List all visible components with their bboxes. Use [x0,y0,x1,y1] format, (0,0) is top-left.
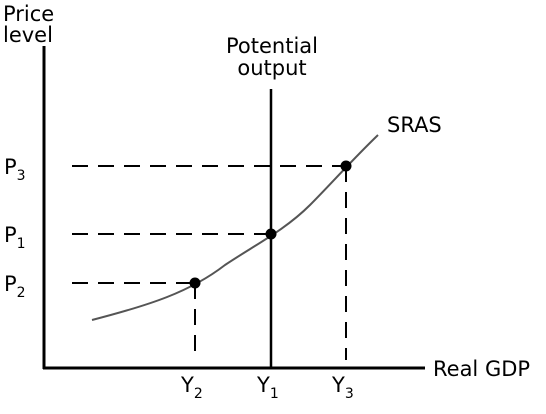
output-label-y3-sub: 3 [345,386,354,402]
y-axis-label-line-2: level [3,23,53,47]
y-axis-label-line-1: Price [3,2,54,26]
potential-output-label-line-2: output [237,56,306,80]
price-label-p1-sub: 1 [17,236,26,252]
output-label-y2-letter: Y [180,373,194,397]
output-label-y3-letter: Y [331,373,345,397]
x-axis-label: Real GDP [433,357,530,381]
price-label-p1-letter: P [4,223,17,247]
point-y1-p1 [265,228,277,240]
output-label-y1-sub: 1 [270,386,279,402]
potential-output-label-line-1: Potential [226,34,318,58]
price-label-p2-letter: P [4,272,17,296]
point-y3-p3 [340,160,352,172]
output-label-y1: Y1 [256,373,279,402]
sras-curve [91,134,379,321]
output-label-y2: Y2 [180,373,203,402]
price-label-p3-letter: P [4,155,17,179]
sras-label: SRAS [387,113,442,137]
price-label-p2-sub: 2 [17,285,26,301]
price-label-p3-sub: 3 [17,168,26,184]
output-label-y3: Y3 [331,373,354,402]
output-label-y1-letter: Y [256,373,270,397]
output-label-y2-sub: 2 [194,386,203,402]
price-label-p1: P1 [4,223,26,252]
price-label-p3: P3 [4,155,26,184]
point-y2-p2 [189,277,201,289]
price-label-p2: P2 [4,272,26,301]
